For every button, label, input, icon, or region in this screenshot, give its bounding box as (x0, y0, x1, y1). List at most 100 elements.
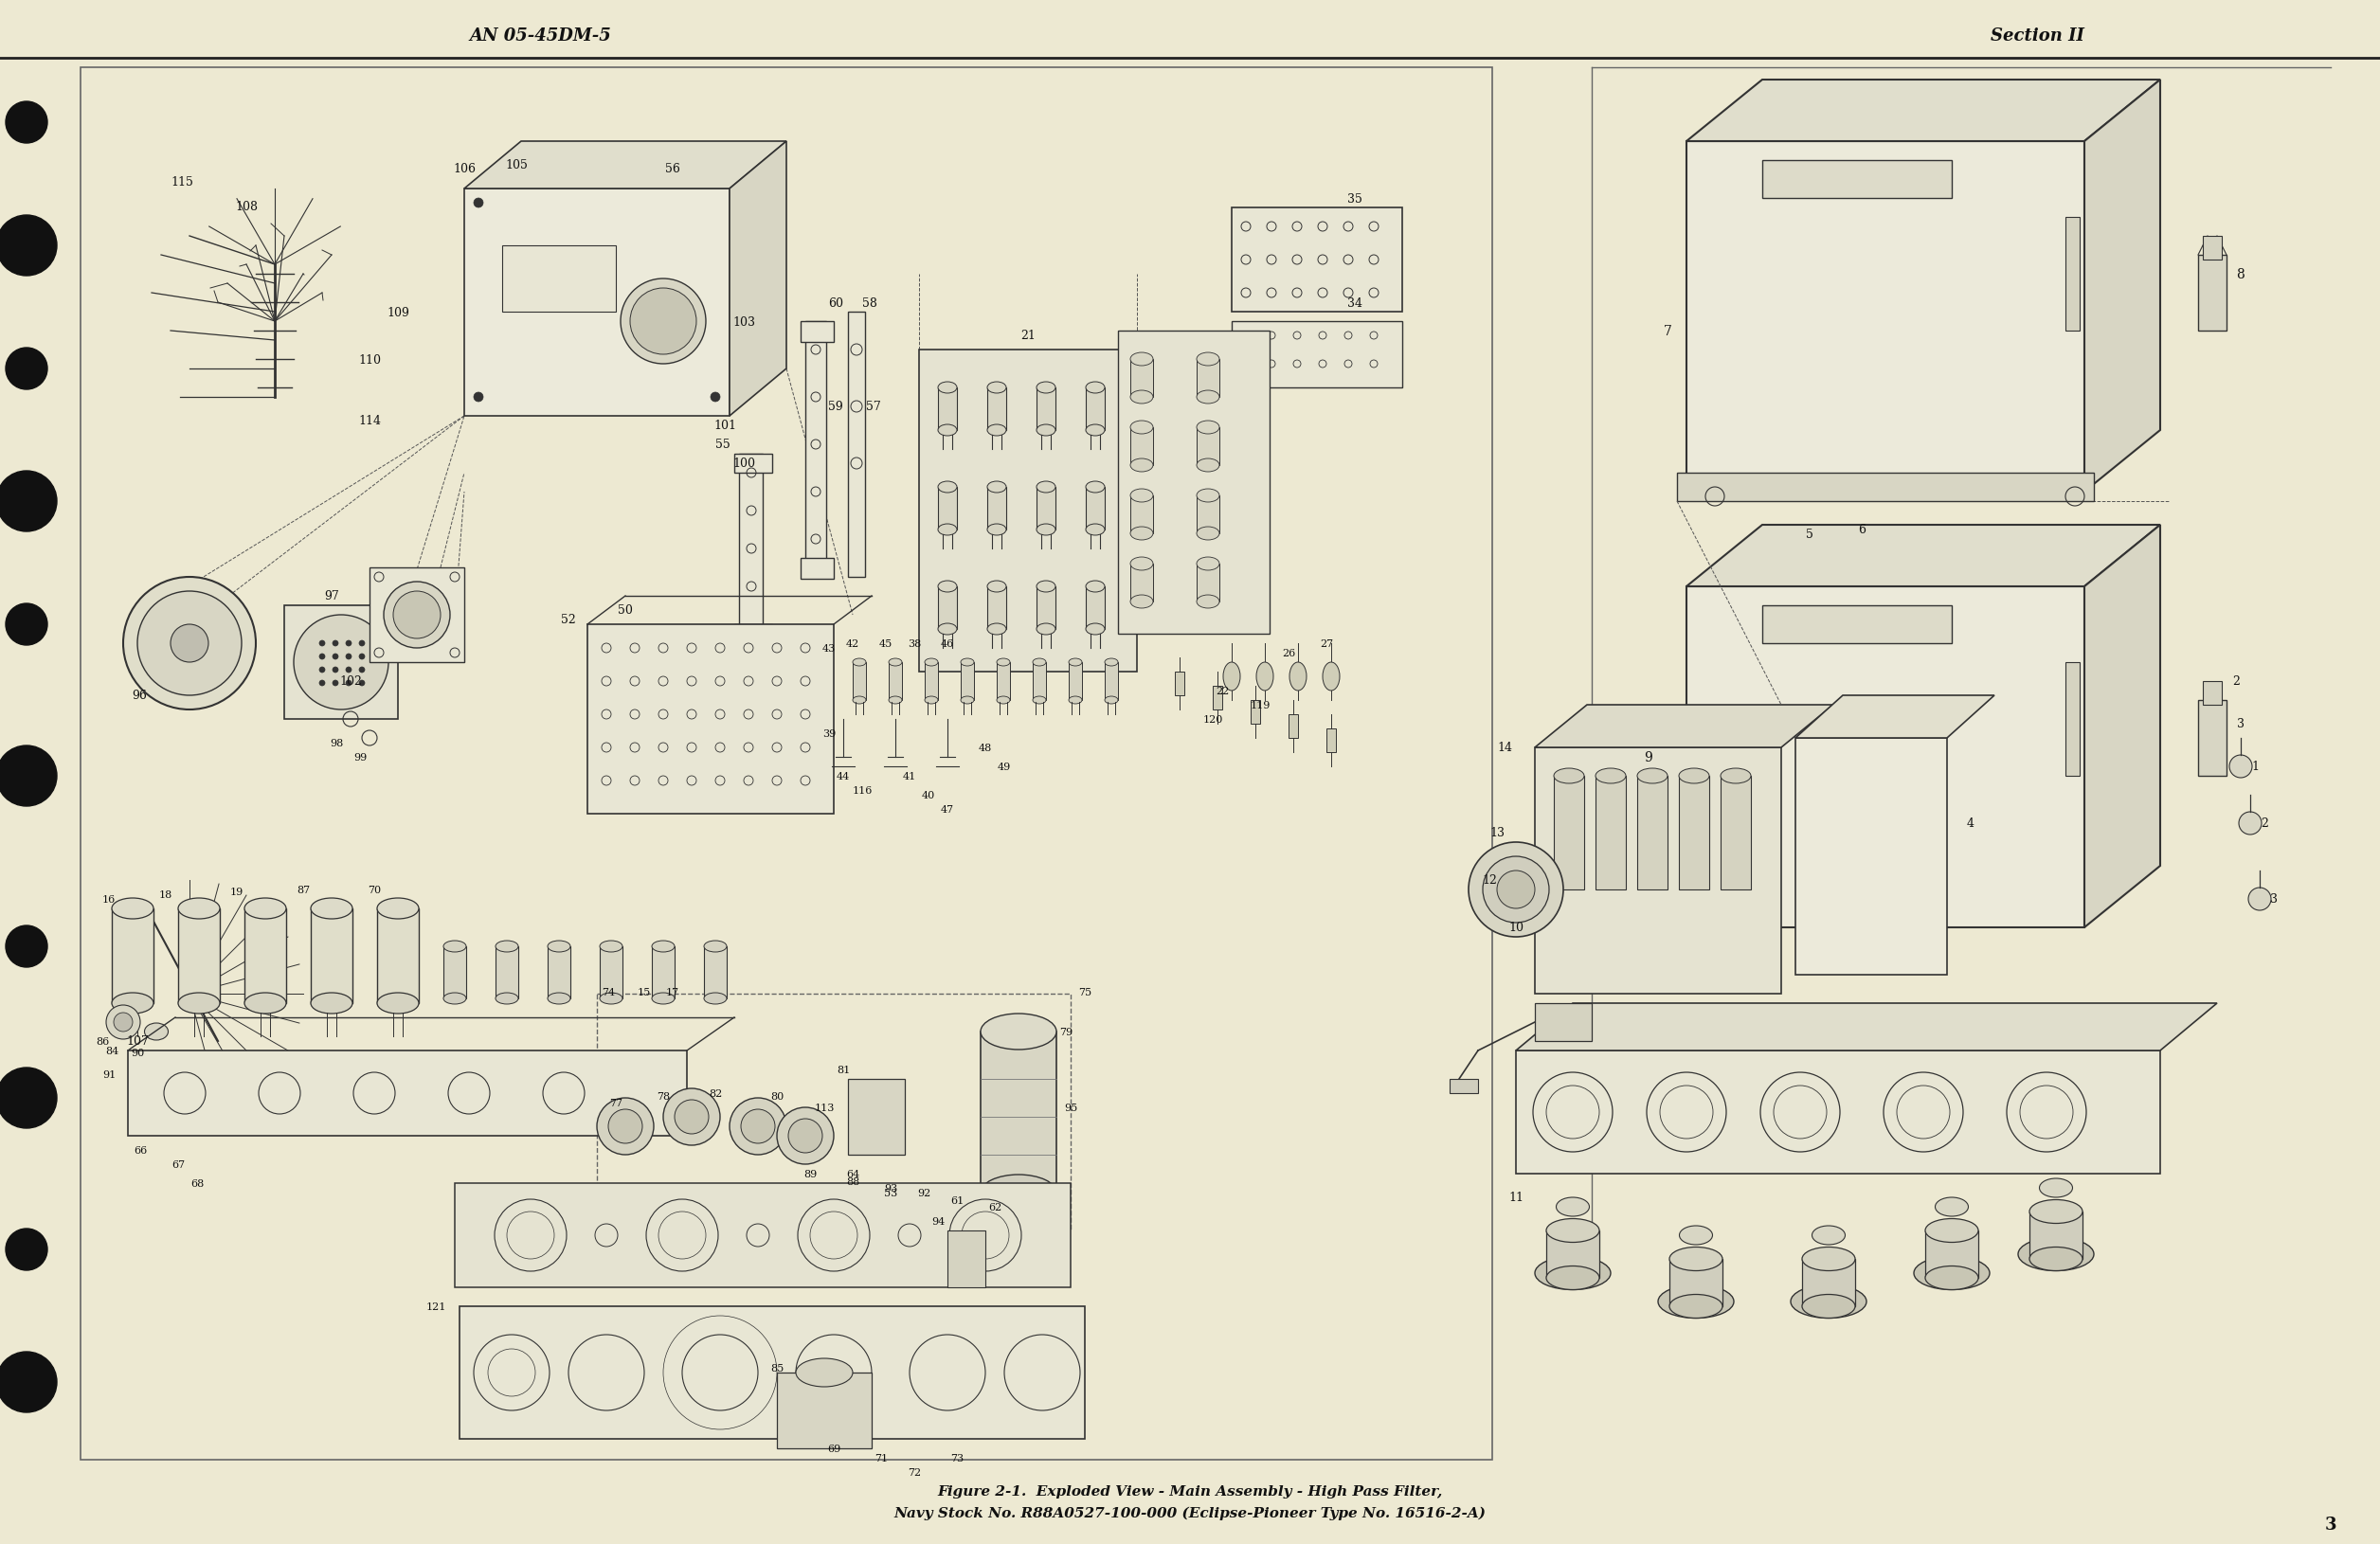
Bar (735, 625, 771, 644)
Text: 39: 39 (821, 729, 835, 738)
Ellipse shape (1659, 1285, 1735, 1319)
Text: 115: 115 (171, 176, 193, 188)
Ellipse shape (852, 659, 866, 667)
Text: 96: 96 (131, 690, 148, 703)
Circle shape (5, 604, 48, 645)
Bar (1721, 777, 1752, 889)
Text: 62: 62 (988, 1203, 1002, 1212)
Ellipse shape (997, 696, 1009, 704)
Circle shape (864, 1271, 878, 1286)
Text: 92: 92 (916, 1187, 931, 1198)
Text: 47: 47 (940, 804, 954, 814)
Ellipse shape (245, 899, 286, 919)
Bar (1085, 587, 1104, 630)
Ellipse shape (1802, 1294, 1854, 1319)
Ellipse shape (938, 624, 957, 635)
Ellipse shape (1197, 557, 1219, 571)
Text: 60: 60 (828, 296, 843, 309)
Bar (129, 1051, 688, 1136)
Bar (740, 454, 762, 644)
Circle shape (345, 667, 352, 673)
Ellipse shape (997, 659, 1009, 667)
Ellipse shape (1197, 391, 1219, 405)
Ellipse shape (1637, 769, 1668, 784)
Ellipse shape (178, 993, 219, 1014)
Bar (1197, 564, 1219, 602)
Bar (652, 946, 674, 999)
Bar (464, 190, 731, 417)
Text: 3: 3 (2271, 892, 2278, 905)
Ellipse shape (1197, 596, 1219, 608)
Circle shape (731, 1098, 785, 1155)
Polygon shape (1687, 80, 2161, 142)
Ellipse shape (1935, 1198, 1968, 1217)
Circle shape (664, 1089, 721, 1146)
Polygon shape (1795, 696, 1994, 738)
Circle shape (609, 1110, 643, 1144)
Circle shape (124, 577, 255, 710)
Text: 99: 99 (352, 752, 367, 763)
Bar (1687, 587, 2085, 928)
Bar (2199, 701, 2228, 777)
Ellipse shape (938, 581, 957, 593)
Text: 10: 10 (1509, 922, 1523, 934)
Text: 95: 95 (1064, 1102, 1078, 1112)
Bar (455, 1183, 1071, 1288)
Ellipse shape (1547, 1266, 1599, 1289)
Text: 19: 19 (231, 886, 243, 897)
Text: 98: 98 (328, 738, 343, 747)
Text: 69: 69 (826, 1444, 840, 1453)
Polygon shape (1516, 1004, 2218, 1051)
Ellipse shape (312, 899, 352, 919)
Text: 87: 87 (298, 885, 309, 894)
Text: Figure 2-1.  Exploded View - Main Assembly - High Pass Filter,: Figure 2-1. Exploded View - Main Assembl… (938, 1484, 1442, 1498)
Ellipse shape (2030, 1200, 2082, 1223)
Bar (988, 388, 1007, 431)
Text: 44: 44 (835, 772, 850, 781)
Ellipse shape (1678, 769, 1709, 784)
Ellipse shape (1547, 1218, 1599, 1243)
Text: Navy Stock No. R88A0527-100-000 (Eclipse-Pioneer Type No. 16516-2-A): Navy Stock No. R88A0527-100-000 (Eclipse… (895, 1505, 1485, 1519)
Text: 56: 56 (664, 162, 681, 174)
Bar (1687, 142, 2085, 493)
Bar (600, 946, 624, 999)
Text: 14: 14 (1497, 741, 1511, 753)
Text: 27: 27 (1321, 639, 1333, 648)
Text: 93: 93 (883, 1183, 897, 1194)
Ellipse shape (1038, 482, 1054, 493)
Circle shape (0, 1353, 57, 1413)
Bar (1678, 777, 1709, 889)
Circle shape (2249, 888, 2271, 911)
Bar (1130, 428, 1152, 466)
Text: 77: 77 (609, 1098, 624, 1107)
Bar (804, 321, 826, 577)
Ellipse shape (1130, 489, 1152, 503)
Ellipse shape (704, 993, 726, 1005)
Bar (888, 662, 902, 701)
Ellipse shape (112, 993, 152, 1014)
Circle shape (474, 199, 483, 208)
Circle shape (359, 681, 364, 687)
Ellipse shape (1038, 383, 1054, 394)
Circle shape (0, 746, 57, 806)
Text: 70: 70 (367, 885, 381, 894)
Ellipse shape (704, 940, 726, 953)
Circle shape (712, 1271, 728, 1286)
Bar (1038, 587, 1054, 630)
Text: 82: 82 (709, 1089, 721, 1098)
Ellipse shape (1038, 425, 1054, 437)
Text: 119: 119 (1250, 701, 1271, 710)
Bar (1038, 388, 1054, 431)
Ellipse shape (1197, 489, 1219, 503)
Text: 106: 106 (452, 162, 476, 174)
Text: 11: 11 (1509, 1192, 1523, 1204)
Ellipse shape (495, 993, 519, 1005)
Text: 18: 18 (159, 889, 174, 899)
Circle shape (333, 655, 338, 659)
Ellipse shape (938, 482, 957, 493)
Ellipse shape (1790, 1285, 1866, 1319)
Text: 38: 38 (907, 639, 921, 648)
Circle shape (902, 1271, 916, 1286)
Bar (735, 454, 771, 474)
Ellipse shape (1038, 581, 1054, 593)
